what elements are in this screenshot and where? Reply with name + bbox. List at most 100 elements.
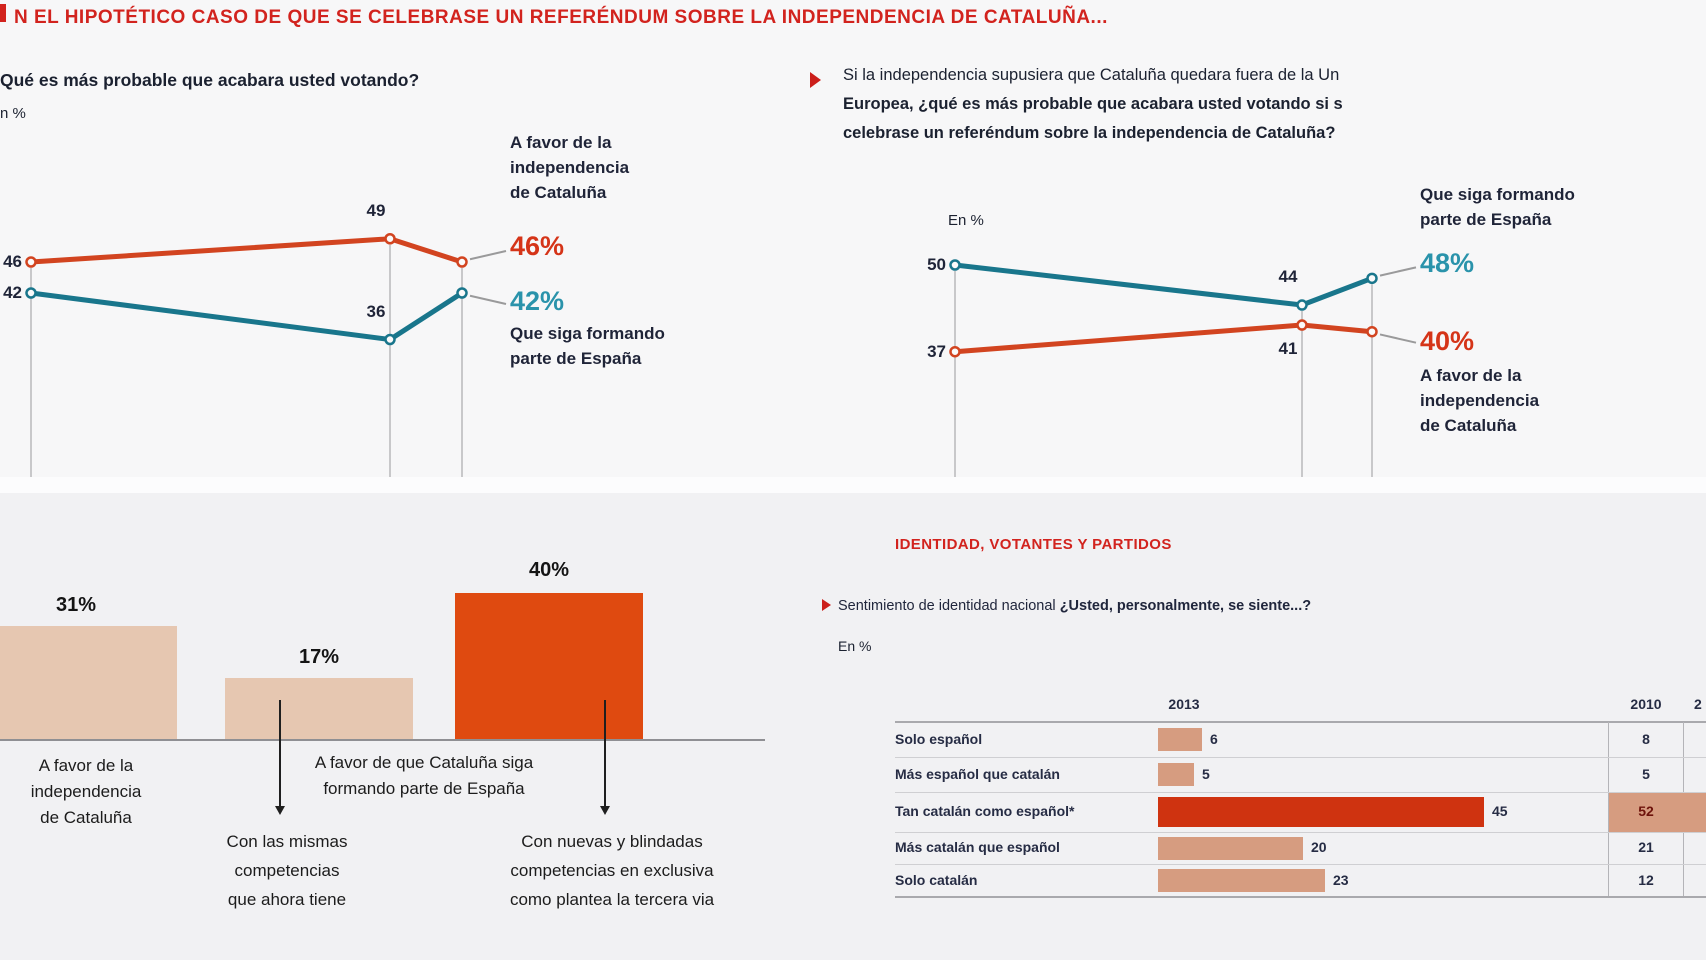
caption-line: formando parte de España	[323, 779, 525, 798]
label-connector	[1379, 266, 1417, 277]
table-value-2010: 21	[1638, 839, 1654, 855]
right-chart-spain-label: Que siga formando parte de España	[1420, 182, 1575, 232]
column-header-2010: 2010	[1630, 696, 1662, 712]
arrow-down-icon	[600, 806, 610, 815]
table-value-2013: 5	[1202, 765, 1210, 782]
data-point-marker	[949, 345, 961, 358]
table-value-2010: 5	[1642, 765, 1650, 782]
data-point-marker	[456, 287, 468, 299]
identity-question-bullet-icon	[822, 599, 831, 611]
new-powers-caption: Con nuevas y blindadas competencias en e…	[510, 827, 714, 914]
right-chart-unit-label: En %	[948, 212, 984, 229]
table-row-label: Más catalán que español	[895, 839, 1060, 855]
table-value-2013: 23	[1333, 871, 1349, 888]
point-value-label: 46	[3, 252, 22, 271]
data-point-marker	[1366, 325, 1378, 338]
table-row-divider	[895, 757, 1706, 758]
table-bottom-border	[895, 896, 1706, 898]
label-line: parte de España	[510, 349, 642, 368]
right-chart-question-line3: celebrase un referéndum sobre la indepen…	[843, 124, 1336, 142]
label-line: A favor de la	[1420, 366, 1522, 385]
data-point-marker	[1366, 272, 1378, 285]
data-point-marker	[25, 287, 37, 299]
bar-independence	[0, 626, 177, 740]
point-value-label: 44	[1278, 267, 1298, 287]
identity-question-bold: ¿Usted, personalmente, se siente...?	[1059, 598, 1312, 614]
right-chart-question-line1: Si la independencia supusiera que Catalu…	[843, 66, 1340, 84]
caption-line: que ahora tiene	[227, 890, 347, 909]
column-header-2013: 2013	[1168, 696, 1200, 712]
same-powers-caption: Con las mismas competencias que ahora ti…	[227, 827, 348, 914]
caption-line: Con nuevas y blindadas	[521, 832, 703, 851]
table-value-2013: 45	[1492, 803, 1508, 819]
table-value-2010: 52	[1638, 803, 1654, 819]
table-row-divider	[895, 792, 1706, 793]
table-bar-2013	[1158, 728, 1202, 751]
label-line: independencia	[1420, 391, 1540, 410]
data-point-marker	[1296, 319, 1308, 331]
table-row-label: Tan catalán como español*	[895, 803, 1075, 819]
page-title: N EL HIPOTÉTICO CASO DE QUE SE CELEBRASE…	[14, 7, 1108, 28]
table-top-border	[895, 721, 1706, 723]
table-value-2013: 20	[1311, 839, 1327, 855]
bar-new-powers	[455, 593, 643, 740]
data-point-marker	[949, 259, 961, 271]
right-chart-independence-label: A favor de la independencia de Cataluña	[1420, 363, 1539, 438]
right-chart-teal-percentage: 48%	[1420, 248, 1475, 278]
caption-line: independencia	[30, 782, 142, 801]
table-bar-2013	[1158, 869, 1325, 892]
table-row-divider	[895, 832, 1706, 833]
left-chart-spain-label: Que siga formando parte de España	[510, 321, 665, 371]
data-point-marker	[456, 256, 468, 268]
data-point-marker	[384, 333, 396, 346]
top-background-band	[0, 0, 1706, 477]
left-chart-red-percentage: 46%	[510, 231, 565, 261]
label-connector	[469, 250, 507, 261]
caption-line: A favor de la	[38, 756, 134, 775]
bar-same-powers	[225, 678, 413, 740]
point-value-label: 42	[3, 283, 22, 302]
highlight-cell	[1609, 793, 1706, 832]
data-point-marker	[25, 256, 37, 268]
bar-chart-baseline	[0, 739, 765, 741]
caption-line: Con las mismas	[226, 832, 348, 851]
bar1-caption: A favor de la independencia de Cataluña	[31, 753, 142, 831]
header-cropped-letter	[0, 4, 6, 22]
right-chart-question-line2: Europea, ¿qué es más probable que acabar…	[843, 95, 1343, 113]
left-chart-question: Qué es más probable que acabara usted vo…	[0, 70, 420, 90]
point-value-label: 37	[927, 341, 946, 361]
caption-line: de Cataluña	[40, 808, 132, 827]
identity-question-normal: Sentimiento de identidad nacional	[838, 598, 1060, 614]
label-line: independencia	[510, 158, 630, 177]
caption-line: A favor de que Cataluña siga	[314, 753, 534, 772]
table-row-label: Solo catalán	[895, 871, 978, 888]
bars-group-caption: A favor de que Cataluña siga formando pa…	[315, 750, 533, 802]
identity-question: Sentimiento de identidad nacional ¿Usted…	[838, 598, 1311, 614]
label-connector	[1379, 333, 1417, 344]
table-column-divider	[1608, 722, 1609, 896]
point-value-label: 36	[366, 301, 386, 321]
arrow-line	[604, 700, 606, 806]
table-row-label: Solo español	[895, 730, 983, 747]
caption-line: competencias	[234, 861, 340, 880]
label-connector	[469, 294, 507, 305]
left-chart-unit-label: n %	[0, 105, 26, 122]
arrow-down-icon	[275, 806, 285, 815]
table-bar-2013	[1158, 797, 1484, 827]
table-bar-2013	[1158, 836, 1303, 860]
right-chart-red-percentage: 40%	[1420, 326, 1475, 356]
identity-unit-label: En %	[838, 638, 872, 654]
line-series	[30, 236, 463, 265]
label-line: de Cataluña	[1420, 416, 1517, 435]
data-point-marker	[384, 233, 396, 245]
bar-value-label: 17%	[298, 646, 340, 668]
table-value-2010: 8	[1642, 730, 1650, 747]
caption-line: competencias en exclusiva	[510, 861, 714, 880]
label-line: de Cataluña	[510, 183, 607, 202]
label-line: A favor de la	[510, 133, 612, 152]
table-value-2013: 6	[1210, 730, 1218, 747]
right-question-bullet-icon	[810, 72, 821, 88]
separator-strip	[0, 477, 1706, 493]
label-line: Que siga formando	[510, 324, 665, 343]
